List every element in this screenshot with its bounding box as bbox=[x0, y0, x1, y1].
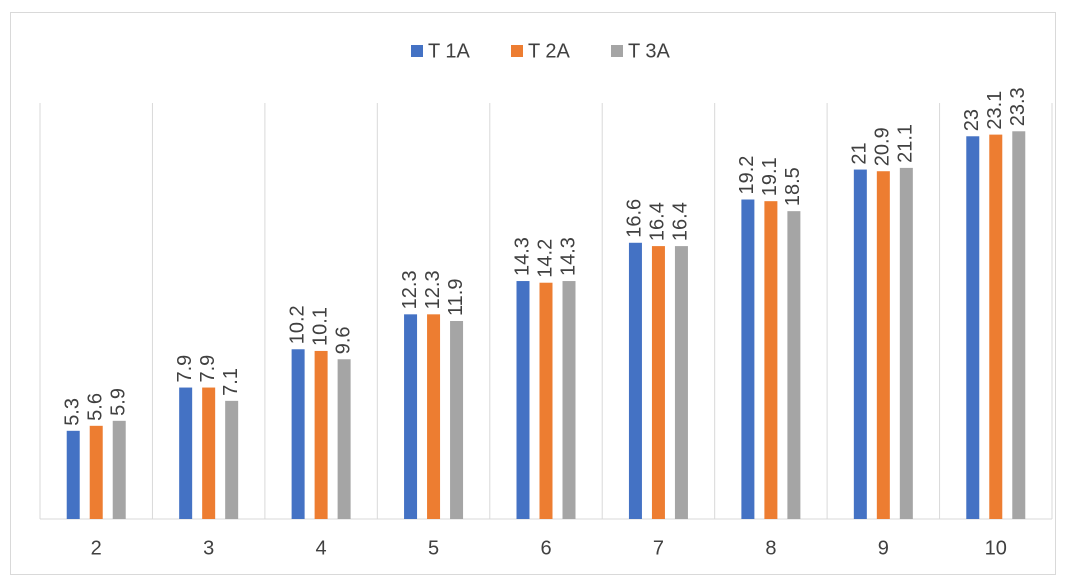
bar bbox=[427, 314, 441, 519]
legend-label: T 3A bbox=[628, 40, 671, 62]
data-label: 7.9 bbox=[174, 355, 196, 383]
x-tick-label: 2 bbox=[91, 537, 102, 559]
data-label: 5.6 bbox=[85, 393, 107, 421]
x-tick-label: 8 bbox=[765, 537, 776, 559]
bar bbox=[225, 400, 239, 519]
data-label: 11.9 bbox=[445, 279, 467, 316]
bar bbox=[876, 171, 890, 519]
bar bbox=[404, 314, 418, 519]
data-label: 5.3 bbox=[62, 398, 84, 426]
bar bbox=[674, 246, 688, 519]
data-label: 19.1 bbox=[759, 157, 781, 196]
bar bbox=[450, 320, 464, 519]
data-label: 12.3 bbox=[399, 270, 421, 309]
data-label: 10.2 bbox=[286, 305, 308, 344]
legend-label: T 2A bbox=[528, 40, 571, 62]
bar bbox=[989, 134, 1003, 519]
bar bbox=[787, 211, 801, 519]
data-label: 21 bbox=[849, 142, 871, 164]
x-tick-label: 3 bbox=[203, 537, 214, 559]
data-label: 14.3 bbox=[557, 237, 579, 276]
bar bbox=[89, 425, 103, 519]
data-label: 16.4 bbox=[670, 202, 692, 241]
bar bbox=[1012, 131, 1026, 519]
bar bbox=[112, 420, 126, 519]
x-tick-label: 5 bbox=[428, 537, 439, 559]
data-label: 7.9 bbox=[197, 355, 219, 383]
data-label: 18.5 bbox=[782, 167, 804, 206]
bar bbox=[337, 359, 351, 519]
data-label: 12.3 bbox=[422, 270, 444, 309]
bar bbox=[179, 387, 193, 519]
data-label: 23 bbox=[961, 109, 983, 131]
data-label: 19.2 bbox=[736, 156, 758, 195]
bar bbox=[291, 349, 305, 519]
data-label: 16.6 bbox=[624, 199, 646, 238]
bar bbox=[314, 350, 328, 519]
bar bbox=[202, 387, 216, 519]
bar bbox=[539, 282, 553, 519]
legend-swatch bbox=[511, 45, 523, 57]
data-label: 14.3 bbox=[511, 237, 533, 276]
bar bbox=[651, 246, 665, 519]
data-label: 7.1 bbox=[220, 368, 242, 396]
data-label: 23.1 bbox=[984, 91, 1006, 130]
legend-swatch bbox=[411, 45, 423, 57]
x-tick-label: 7 bbox=[653, 537, 664, 559]
bar bbox=[853, 169, 867, 519]
bar bbox=[899, 167, 913, 519]
data-label: 5.9 bbox=[108, 388, 130, 416]
data-label: 14.2 bbox=[534, 239, 556, 278]
x-tick-label: 10 bbox=[985, 537, 1007, 559]
bar bbox=[628, 242, 642, 519]
bar bbox=[562, 281, 576, 519]
bar bbox=[741, 199, 755, 519]
bar bbox=[66, 430, 80, 519]
bar bbox=[516, 281, 530, 519]
data-label: 20.9 bbox=[872, 127, 894, 166]
legend-swatch bbox=[611, 45, 623, 57]
chart-border bbox=[10, 12, 1056, 575]
data-label: 10.1 bbox=[309, 307, 331, 346]
data-label: 9.6 bbox=[332, 326, 354, 354]
legend-label: T 1A bbox=[428, 40, 471, 62]
x-tick-label: 4 bbox=[316, 537, 327, 559]
bar bbox=[764, 201, 778, 519]
bar bbox=[966, 136, 980, 519]
data-label: 16.4 bbox=[647, 202, 669, 241]
x-tick-label: 6 bbox=[540, 537, 551, 559]
x-tick-label: 9 bbox=[878, 537, 889, 559]
data-label: 21.1 bbox=[895, 124, 917, 163]
data-label: 23.3 bbox=[1007, 87, 1029, 126]
